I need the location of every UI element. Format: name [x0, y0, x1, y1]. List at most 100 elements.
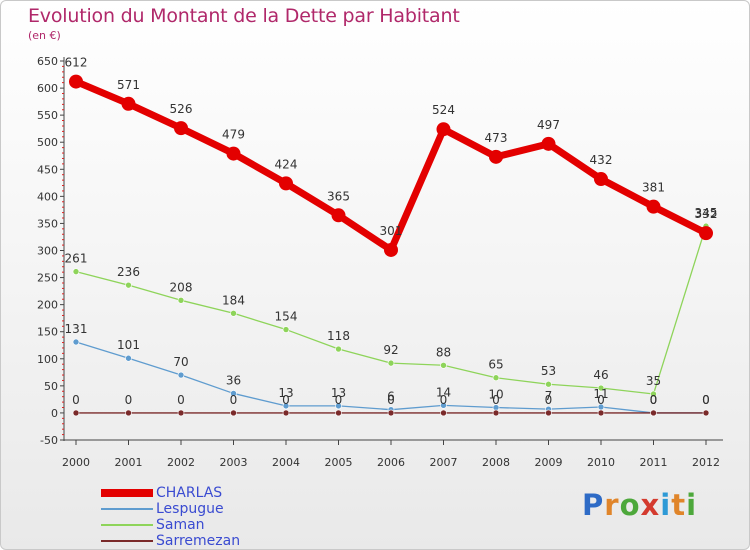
- data-point-saman: [545, 380, 552, 388]
- data-point-sarremezan: [440, 409, 447, 417]
- data-label-sarremezan: 0: [650, 393, 658, 407]
- data-label-sarremezan: 0: [545, 393, 553, 407]
- data-label-sarremezan: 0: [597, 393, 605, 407]
- data-label-sarremezan: 0: [440, 393, 448, 407]
- data-label-saman: 46: [593, 368, 608, 382]
- data-point-saman: [125, 281, 132, 289]
- data-label-saman: 184: [222, 293, 245, 307]
- legend-label-sarremezan: Sarremezan: [156, 533, 241, 549]
- data-label-charlas: 497: [537, 118, 560, 132]
- y-tick-label: 300: [37, 245, 58, 258]
- data-label-lespugue: 131: [65, 322, 88, 336]
- data-label-charlas: 526: [170, 102, 193, 116]
- data-point-lespugue: [72, 338, 80, 346]
- data-label-lespugue: 36: [226, 373, 241, 387]
- data-label-saman: 88: [436, 345, 451, 359]
- data-point-charlas: [489, 149, 503, 164]
- data-label-sarremezan: 0: [125, 393, 133, 407]
- data-label-saman: 35: [646, 374, 661, 388]
- data-point-sarremezan: [72, 409, 80, 417]
- data-point-lespugue: [230, 390, 237, 397]
- data-point-charlas: [121, 96, 136, 111]
- data-point-lespugue: [440, 402, 447, 409]
- x-tick-label: 2009: [535, 456, 563, 469]
- data-point-charlas: [699, 226, 713, 241]
- data-point-charlas: [331, 208, 346, 223]
- proxiti-logo: Proxiti: [582, 488, 697, 522]
- y-tick-label: 450: [37, 163, 58, 176]
- logo-letter: i: [686, 488, 698, 522]
- data-point-charlas: [594, 172, 608, 187]
- data-label-charlas: 432: [590, 153, 613, 167]
- data-point-sarremezan: [125, 409, 132, 417]
- data-point-saman: [335, 345, 342, 353]
- y-tick-label: 550: [37, 109, 58, 122]
- data-label-lespugue: 0: [650, 393, 658, 407]
- logo-letter: i: [660, 488, 672, 522]
- data-point-charlas: [279, 176, 293, 191]
- data-label-saman: 208: [170, 280, 193, 294]
- y-tick-label: 150: [37, 326, 58, 339]
- data-point-saman: [440, 361, 447, 369]
- x-tick-label: 2000: [62, 456, 90, 469]
- data-point-charlas: [226, 146, 241, 161]
- y-tick-label: 350: [37, 217, 58, 230]
- data-label-saman: 53: [541, 364, 556, 378]
- logo-letter: r: [604, 488, 620, 522]
- data-label-lespugue: 13: [278, 386, 293, 400]
- data-point-saman: [650, 390, 657, 398]
- y-tick-label: 400: [37, 190, 58, 203]
- data-point-lespugue: [282, 402, 290, 410]
- data-point-sarremezan: [387, 409, 395, 417]
- chart-subtitle: (en €): [28, 29, 61, 42]
- x-tick-label: 2005: [325, 456, 353, 469]
- data-label-saman: 92: [383, 343, 398, 357]
- data-label-charlas: 524: [432, 103, 455, 117]
- data-label-lespugue: 11: [593, 387, 608, 401]
- y-tick-label: 250: [37, 272, 58, 285]
- data-label-sarremezan: 0: [335, 393, 343, 407]
- data-label-sarremezan: 0: [702, 393, 710, 407]
- data-point-charlas: [384, 242, 398, 257]
- y-tick-label: 100: [37, 353, 58, 366]
- data-label-charlas: 365: [327, 189, 350, 203]
- data-point-lespugue: [177, 371, 185, 379]
- data-point-sarremezan: [177, 409, 185, 417]
- logo-letter: x: [640, 488, 661, 522]
- data-label-saman: 261: [65, 252, 88, 266]
- data-label-saman: 118: [327, 329, 350, 343]
- data-label-lespugue: 0: [702, 393, 710, 407]
- legend-swatch-sarremezan: [101, 540, 153, 542]
- data-point-saman: [387, 359, 395, 367]
- data-point-saman: [177, 297, 185, 304]
- y-tick-label: 500: [37, 136, 58, 149]
- data-label-saman: 154: [275, 310, 298, 324]
- x-tick-label: 2001: [115, 456, 143, 469]
- data-label-lespugue: 70: [173, 355, 188, 369]
- data-label-charlas: 381: [642, 181, 665, 195]
- chart-title: Evolution du Montant de la Dette par Hab…: [28, 5, 460, 27]
- data-label-charlas: 301: [380, 224, 403, 238]
- x-tick-label: 2012: [692, 456, 720, 469]
- data-label-charlas: 571: [117, 78, 140, 92]
- data-point-charlas: [174, 121, 188, 136]
- y-tick-label: 600: [37, 82, 58, 95]
- data-label-saman: 236: [117, 265, 140, 279]
- data-point-sarremezan: [282, 409, 290, 417]
- legend-swatch-lespugue: [101, 508, 153, 510]
- data-label-lespugue: 7: [545, 389, 553, 403]
- data-point-saman: [597, 384, 605, 392]
- logo-letter: t: [671, 488, 687, 522]
- x-tick-label: 2002: [167, 456, 195, 469]
- data-point-saman: [72, 268, 80, 275]
- y-tick-label: 200: [37, 299, 58, 312]
- data-point-sarremezan: [597, 409, 605, 417]
- x-tick-label: 2011: [640, 456, 668, 469]
- data-point-sarremezan: [230, 409, 237, 417]
- legend-label-lespugue: Lespugue: [156, 501, 224, 517]
- x-tick-label: 2006: [377, 456, 405, 469]
- data-label-sarremezan: 0: [72, 393, 80, 407]
- data-point-sarremezan: [702, 409, 710, 417]
- y-tick-label: 0: [51, 407, 58, 420]
- data-label-sarremezan: 0: [492, 393, 500, 407]
